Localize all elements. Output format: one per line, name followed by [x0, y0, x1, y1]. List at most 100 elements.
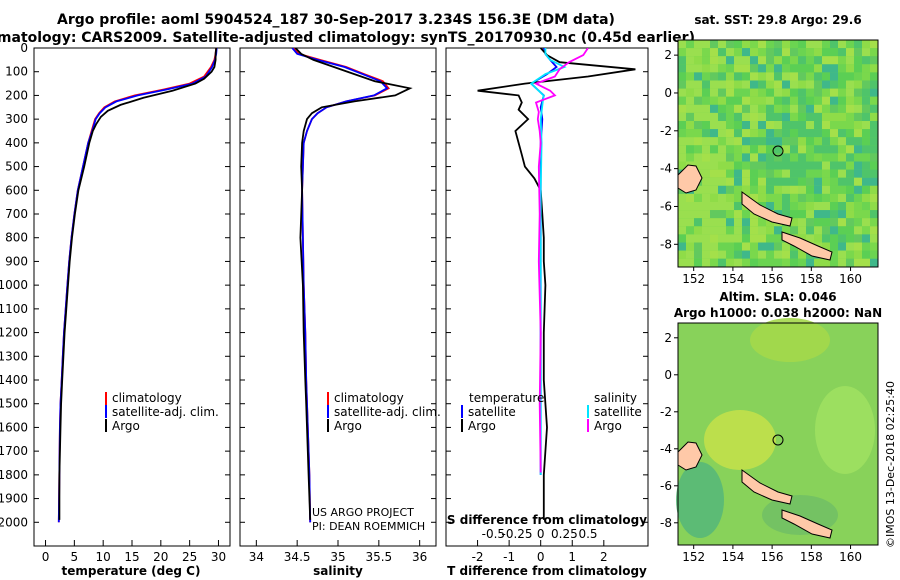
- sst-cell: [846, 104, 854, 113]
- series-satellite-adj-clim-: [57, 48, 218, 523]
- sst-cell: [766, 226, 774, 235]
- sst-cell: [782, 72, 790, 81]
- depth-tick-label: 1400: [0, 373, 28, 387]
- sst-cell: [814, 80, 822, 89]
- temperature-legend: climatology satellite-adj. clim. Argo: [105, 391, 219, 433]
- sst-cell: [702, 258, 710, 267]
- sst-cell: [838, 177, 846, 186]
- sst-cell: [870, 250, 878, 259]
- sst-cell: [718, 129, 726, 138]
- sst-cell: [726, 88, 734, 97]
- sst-cell: [766, 129, 774, 138]
- sst-cell: [846, 210, 854, 219]
- sst-cell: [750, 226, 758, 235]
- sst-cell: [718, 121, 726, 130]
- sst-cell: [822, 258, 830, 267]
- depth-axis: 0 100 200 300 400 500 600 700 800 900 1000 1100 1200…: [0, 41, 648, 529]
- sst-cell: [718, 80, 726, 89]
- sst-cell: [710, 121, 718, 130]
- sst-cell: [750, 258, 758, 267]
- sst-cell: [678, 145, 686, 154]
- sst-cell: [750, 48, 758, 57]
- sst-cell: [734, 185, 742, 194]
- sst-cell: [862, 96, 870, 105]
- sst-cell: [686, 250, 694, 259]
- sst-cell: [702, 48, 710, 57]
- sst-cell: [846, 40, 854, 49]
- series-temperature-argo: [477, 48, 636, 520]
- sst-cell: [734, 218, 742, 227]
- temperature-series-group: [57, 48, 218, 523]
- map-x-tick-label: 160: [839, 550, 862, 564]
- sst-cell: [862, 88, 870, 97]
- sst-cell: [766, 137, 774, 146]
- sst-cell: [806, 234, 814, 243]
- sst-cell: [854, 193, 862, 202]
- sst-cell: [710, 112, 718, 121]
- sst-cell: [750, 153, 758, 162]
- x-tick-label: 0: [537, 550, 545, 564]
- difference-x-axis: -2 -1 0 1 2: [472, 540, 608, 564]
- depth-tick-label: 600: [5, 183, 28, 197]
- sst-cell: [862, 218, 870, 227]
- s-diff-tick-label: 0.25: [551, 527, 578, 541]
- depth-tick-label: 100: [5, 65, 28, 79]
- sst-cell: [686, 137, 694, 146]
- sst-cell: [686, 129, 694, 138]
- sst-cell: [742, 112, 750, 121]
- sst-cell: [782, 185, 790, 194]
- sst-cell: [806, 56, 814, 65]
- sst-cell: [782, 202, 790, 211]
- sst-cell: [734, 129, 742, 138]
- sst-cell: [702, 145, 710, 154]
- sst-cell: [718, 137, 726, 146]
- x-tick-label: 36: [412, 550, 427, 564]
- sst-cell: [790, 104, 798, 113]
- sst-cell: [790, 169, 798, 178]
- sst-cell: [774, 250, 782, 259]
- sst-cell: [830, 96, 838, 105]
- sst-cell: [870, 185, 878, 194]
- sst-cell: [822, 88, 830, 97]
- map-x-tick-label: 154: [721, 272, 744, 286]
- sst-cell: [734, 193, 742, 202]
- sla-patch-2: [750, 318, 830, 362]
- sst-cell: [790, 161, 798, 170]
- sst-cell: [750, 96, 758, 105]
- sst-cell: [678, 161, 686, 170]
- sst-cell: [702, 242, 710, 251]
- sst-cell: [750, 193, 758, 202]
- sst-cell: [766, 202, 774, 211]
- sst-cell: [798, 161, 806, 170]
- sst-cell: [838, 72, 846, 81]
- sst-cell: [854, 56, 862, 65]
- sst-cell: [750, 112, 758, 121]
- salinity-difference-axis: -0.5-0.25 0 0.25 0.5: [482, 527, 598, 541]
- sst-cell: [830, 56, 838, 65]
- sst-cell: [774, 80, 782, 89]
- series-argo: [294, 48, 413, 520]
- sst-cell: [790, 258, 798, 267]
- sst-cell: [782, 258, 790, 267]
- sst-cell: [766, 169, 774, 178]
- sst-cell: [830, 169, 838, 178]
- sst-cell: [710, 250, 718, 259]
- sst-cell: [846, 145, 854, 154]
- sst-cell: [806, 80, 814, 89]
- sst-cell: [806, 64, 814, 73]
- sst-argo-location-marker: [772, 145, 784, 157]
- sst-cell: [798, 72, 806, 81]
- sst-cell: [782, 242, 790, 251]
- sst-cell: [806, 202, 814, 211]
- sst-cell: [798, 250, 806, 259]
- sst-cell: [822, 64, 830, 73]
- sst-cell: [774, 72, 782, 81]
- sst-cell: [750, 104, 758, 113]
- sst-cell: [750, 250, 758, 259]
- sst-cell: [734, 242, 742, 251]
- sst-cell: [830, 153, 838, 162]
- sst-cell: [806, 104, 814, 113]
- legend-label-s-satellite: satellite: [594, 405, 642, 419]
- sst-cell: [862, 250, 870, 259]
- sst-cell: [782, 80, 790, 89]
